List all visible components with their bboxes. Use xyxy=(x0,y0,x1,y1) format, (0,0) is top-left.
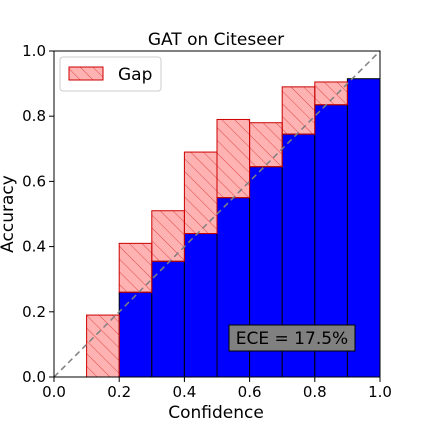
y-tick-label-0: 0.0 xyxy=(22,368,46,386)
x-tick-label-3: 0.6 xyxy=(238,383,262,401)
x-tick-label-1: 0.2 xyxy=(107,383,131,401)
legend-frame xyxy=(59,56,162,92)
y-axis-ticks: 0.0 0.2 0.4 0.6 0.8 1.0 xyxy=(22,42,54,386)
legend: Gap xyxy=(59,56,162,92)
gap-hatch-4 xyxy=(217,119,250,198)
x-axis-ticks: 0.0 0.2 0.4 0.6 0.8 1.0 xyxy=(42,377,392,401)
legend-gap-label: Gap xyxy=(118,65,152,85)
y-tick-label-1: 0.2 xyxy=(22,303,46,321)
gap-hatch-2 xyxy=(151,210,185,262)
ece-annotation: ECE = 17.5% xyxy=(228,324,356,352)
legend-gap-swatch-hatch xyxy=(69,67,103,80)
accuracy-bar-1 xyxy=(118,291,153,378)
plot-frame xyxy=(53,50,381,378)
x-tick-label-0: 0.0 xyxy=(42,383,66,401)
gap-hatch-0 xyxy=(86,315,120,377)
gap-hatch-3 xyxy=(184,152,217,234)
accuracy-bar-3 xyxy=(183,233,218,378)
gap-hatch-5 xyxy=(249,122,283,167)
accuracy-bar-2 xyxy=(151,260,185,378)
gap-hatch-7 xyxy=(314,81,348,105)
x-tick-label-5: 1.0 xyxy=(368,383,392,401)
y-tick-label-5: 1.0 xyxy=(22,42,46,60)
x-tick-label-4: 0.8 xyxy=(303,383,327,401)
y-tick-label-2: 0.4 xyxy=(22,238,46,256)
gap-hatch-6 xyxy=(282,86,315,135)
y-axis-label: Accuracy xyxy=(0,175,18,253)
x-axis-label: Confidence xyxy=(168,403,264,423)
perfect-calibration-line xyxy=(53,50,381,378)
ece-label: ECE = 17.5% xyxy=(236,329,348,349)
x-tick-label-2: 0.4 xyxy=(172,383,196,401)
chart-title: GAT on Citeseer xyxy=(148,30,284,50)
y-tick-label-4: 0.8 xyxy=(22,107,46,125)
y-tick-label-3: 0.6 xyxy=(22,172,46,190)
ece-box xyxy=(228,324,356,352)
